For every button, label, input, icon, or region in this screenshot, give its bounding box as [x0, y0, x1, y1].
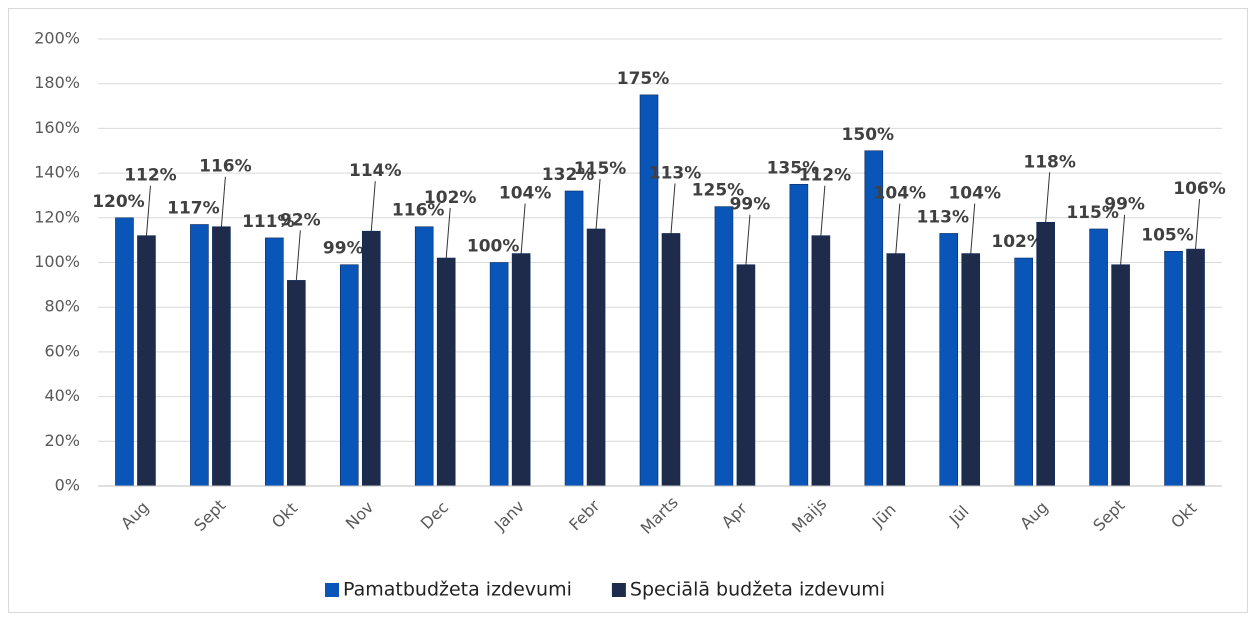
bar [265, 237, 284, 487]
leader-line [1195, 199, 1201, 250]
y-tick-label: 180% [34, 73, 80, 92]
leader-line [595, 178, 601, 230]
bar [137, 235, 156, 487]
leader-line [445, 207, 451, 259]
data-label: 116% [392, 201, 445, 221]
y-tick-label: 60% [44, 341, 80, 360]
bar [939, 233, 959, 487]
leader-line [1120, 214, 1126, 265]
leader-line [1045, 172, 1051, 223]
bar [586, 228, 606, 487]
legend-label: Speciālā budžeta izdevumi [630, 579, 885, 601]
leader-line [820, 185, 826, 236]
data-label: 115% [574, 159, 627, 179]
data-label: 100% [467, 237, 520, 257]
y-tick-label: 140% [34, 163, 80, 182]
data-label: 105% [1141, 225, 1194, 245]
bar [1036, 221, 1055, 487]
y-tick-label: 20% [44, 431, 80, 450]
leader-line [895, 203, 901, 254]
y-tick-label: 80% [44, 297, 80, 316]
bar [961, 253, 981, 487]
bar [1164, 251, 1183, 487]
bar [639, 94, 659, 487]
y-tick-label: 100% [34, 252, 80, 271]
data-label: 99% [323, 239, 364, 259]
bar [811, 235, 831, 487]
leader-line [370, 181, 376, 232]
data-label: 115% [1066, 203, 1119, 223]
bar [436, 257, 456, 487]
data-label: 102% [424, 188, 477, 208]
bar [789, 183, 809, 487]
y-tick-label: 200% [34, 29, 80, 48]
data-label: 112% [799, 166, 852, 186]
bar [714, 206, 734, 487]
y-tick-label: 120% [34, 207, 80, 226]
data-label: 104% [948, 184, 1001, 204]
data-label: 99% [730, 195, 771, 215]
bar [1111, 264, 1130, 487]
bar [1089, 228, 1108, 487]
legend-swatch [611, 583, 626, 597]
bar [190, 224, 209, 487]
data-label: 150% [842, 125, 895, 145]
leader-line [220, 176, 226, 227]
data-label: 99% [1104, 195, 1145, 215]
data-label: 120% [92, 192, 145, 212]
leader-line [295, 230, 301, 281]
bar [414, 226, 434, 487]
bar [212, 226, 231, 487]
bar [511, 253, 531, 487]
data-label: 102% [991, 232, 1044, 252]
bar [736, 264, 756, 487]
bar [661, 233, 681, 487]
y-tick-label: 40% [44, 386, 80, 405]
bar [1186, 248, 1205, 487]
bar [489, 262, 509, 487]
y-tick-label: 160% [34, 118, 80, 137]
data-label: 116% [199, 157, 252, 177]
data-label: 175% [617, 69, 670, 89]
bar [564, 190, 584, 487]
data-label: 114% [349, 161, 402, 181]
bar [361, 230, 381, 487]
data-label: 113% [649, 163, 702, 183]
data-label: 111% [242, 212, 295, 232]
data-label: 118% [1023, 152, 1076, 172]
data-label: 125% [692, 181, 745, 201]
bar [115, 217, 134, 487]
leader-line [970, 203, 976, 254]
bar [339, 264, 359, 487]
data-label: 117% [167, 199, 220, 219]
data-label: 135% [767, 158, 820, 178]
data-label: 92% [280, 210, 321, 230]
legend-swatch [325, 583, 339, 597]
leader-line [145, 185, 151, 236]
data-label: 104% [874, 184, 927, 204]
data-label: 132% [542, 165, 595, 185]
legend-label: Pamatbudžeta izdevumi [343, 579, 572, 601]
data-label: 112% [124, 166, 177, 186]
bar [886, 253, 906, 487]
data-label: 106% [1173, 179, 1226, 199]
leader-line [520, 203, 526, 254]
data-label: 113% [916, 207, 969, 227]
bar [287, 280, 306, 487]
bar [1014, 257, 1033, 487]
y-tick-label: 0% [55, 476, 80, 495]
data-label: 104% [499, 184, 552, 204]
leader-line [670, 183, 676, 234]
leader-line [745, 214, 751, 265]
